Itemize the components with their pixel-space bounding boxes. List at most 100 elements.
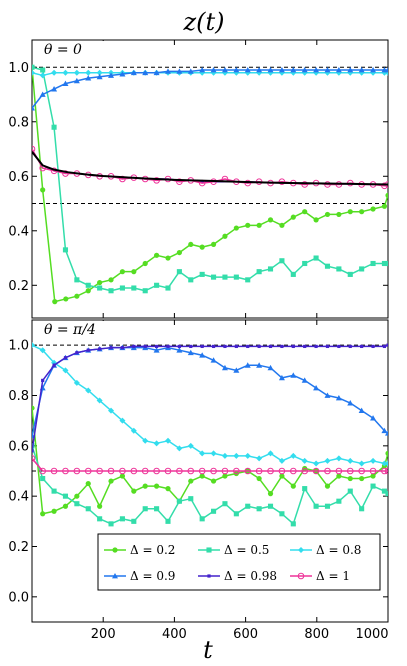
panel-label-bg bbox=[34, 41, 106, 59]
data-point bbox=[347, 271, 353, 277]
y-tick-label: 0.8 bbox=[8, 389, 29, 404]
data-point bbox=[98, 347, 102, 351]
data-point bbox=[256, 222, 262, 228]
data-point bbox=[302, 486, 308, 492]
panel-label: θ = π/4 bbox=[44, 322, 96, 338]
data-point bbox=[62, 367, 69, 374]
data-point bbox=[32, 69, 35, 76]
data-point bbox=[385, 450, 388, 456]
data-point bbox=[108, 521, 114, 527]
data-point bbox=[189, 344, 193, 349]
data-point bbox=[119, 417, 126, 424]
data-point bbox=[291, 344, 295, 349]
data-point bbox=[73, 379, 80, 386]
data-point bbox=[279, 511, 285, 517]
data-point bbox=[381, 488, 387, 494]
data-point bbox=[32, 432, 35, 439]
legend-swatch-marker bbox=[206, 547, 212, 553]
data-point bbox=[278, 374, 285, 381]
legend-label: Δ = 0.98 bbox=[224, 569, 277, 583]
data-point bbox=[290, 214, 296, 220]
data-area bbox=[32, 64, 388, 305]
series-line bbox=[32, 346, 388, 436]
data-point bbox=[290, 467, 297, 475]
data-point bbox=[108, 277, 114, 283]
data-point bbox=[119, 467, 126, 475]
data-point bbox=[188, 496, 194, 502]
data-point bbox=[32, 342, 35, 349]
y-tick-label: 1.0 bbox=[8, 339, 29, 354]
legend-swatch-marker bbox=[112, 573, 118, 579]
data-point bbox=[52, 299, 58, 305]
y-tick-label: 0.2 bbox=[8, 279, 29, 294]
series-line bbox=[32, 457, 388, 472]
data-point bbox=[256, 269, 262, 275]
data-point bbox=[85, 387, 92, 394]
series-line bbox=[32, 71, 388, 77]
data-point bbox=[164, 437, 171, 444]
series-line bbox=[32, 151, 388, 186]
data-point bbox=[154, 252, 160, 258]
data-point bbox=[97, 516, 103, 522]
data-point bbox=[39, 91, 46, 97]
data-point bbox=[131, 269, 137, 275]
data-point bbox=[336, 266, 342, 272]
data-point bbox=[244, 467, 252, 475]
data-point bbox=[279, 222, 285, 228]
data-point bbox=[62, 247, 69, 253]
data-point bbox=[324, 483, 331, 489]
data-point bbox=[63, 356, 68, 360]
data-point bbox=[177, 344, 181, 349]
data-point bbox=[187, 68, 194, 74]
data-point bbox=[187, 467, 195, 475]
data-point bbox=[74, 293, 80, 299]
panel-label: θ = 0 bbox=[44, 42, 82, 58]
data-point bbox=[382, 344, 387, 349]
data-point bbox=[223, 344, 227, 349]
data-point bbox=[176, 498, 182, 504]
data-point bbox=[246, 344, 250, 349]
data-point bbox=[255, 467, 263, 475]
data-point bbox=[51, 508, 57, 514]
legend-label: Δ = 0.9 bbox=[130, 569, 175, 583]
data-point bbox=[210, 357, 217, 363]
data-point bbox=[199, 473, 205, 479]
data-point bbox=[256, 506, 262, 512]
data-point bbox=[290, 483, 296, 489]
data-point bbox=[142, 260, 148, 267]
data-point bbox=[337, 344, 341, 349]
data-point bbox=[199, 450, 206, 457]
legend-box bbox=[97, 533, 381, 591]
data-point bbox=[40, 511, 46, 517]
data-point bbox=[39, 347, 46, 354]
data-point bbox=[199, 244, 205, 250]
data-point bbox=[62, 170, 69, 177]
data-point bbox=[385, 460, 388, 467]
data-point bbox=[267, 467, 274, 475]
series-line bbox=[32, 344, 388, 465]
legend-swatch-marker bbox=[112, 547, 118, 553]
data-point bbox=[210, 467, 217, 475]
y-tick-label: 1.0 bbox=[8, 61, 29, 76]
data-point bbox=[84, 467, 92, 475]
data-point bbox=[85, 288, 91, 294]
y-tick-label: 0.6 bbox=[8, 439, 29, 454]
data-point bbox=[40, 67, 46, 73]
data-point bbox=[335, 467, 343, 475]
data-point bbox=[107, 467, 115, 475]
data-point bbox=[370, 483, 376, 489]
data-point bbox=[384, 467, 388, 475]
data-point bbox=[290, 271, 296, 277]
data-point bbox=[385, 260, 388, 267]
data-point bbox=[385, 192, 388, 198]
data-point bbox=[381, 427, 388, 434]
y-tick-label: 0.4 bbox=[8, 490, 29, 505]
data-point bbox=[176, 467, 183, 475]
data-point bbox=[96, 467, 103, 475]
x-tick-label: 600 bbox=[233, 627, 258, 642]
data-point bbox=[233, 274, 239, 280]
y-tick-label: 0.0 bbox=[8, 590, 29, 605]
data-point bbox=[257, 344, 261, 349]
data-point bbox=[86, 348, 90, 352]
